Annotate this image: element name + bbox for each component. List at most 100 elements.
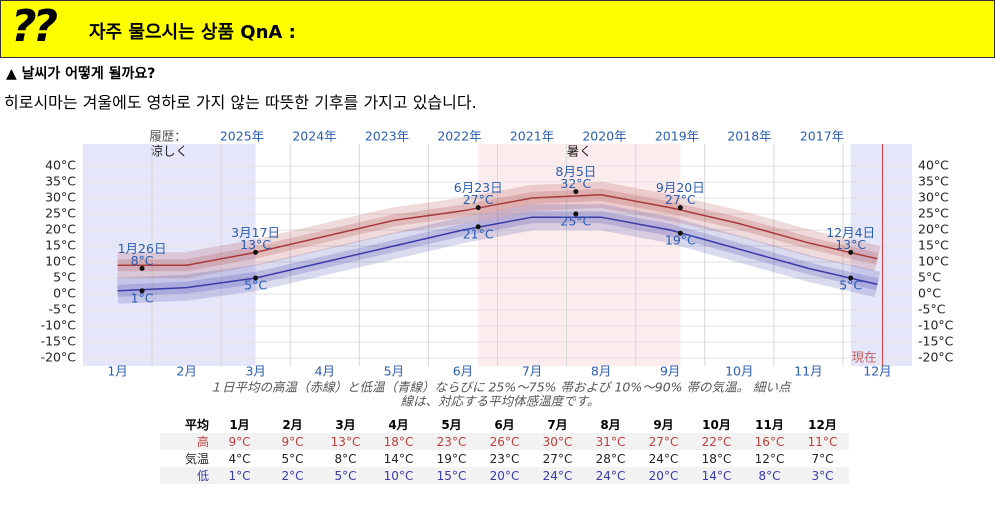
y2-tick-label: -15°C [918, 334, 954, 349]
y-tick-label: -10°C [41, 318, 77, 333]
x-tick-label: 7月 [522, 364, 542, 379]
history-year: 2017年 [800, 129, 844, 144]
annotation-dot [475, 205, 481, 211]
table-row: 平均 1月 2月 3月 4月 5月 6月 7月 8月 9月 10月 11月 12月 [160, 416, 849, 433]
annotation-dot [677, 205, 683, 211]
table-cell: 23°C [425, 433, 478, 450]
table-cell: 18°C [372, 433, 425, 450]
annotation-date: 6月23日 [454, 180, 503, 195]
y2-tick-label: -5°C [918, 302, 946, 317]
table-cell: 16°C [743, 433, 796, 450]
table-cell: 28°C [595, 451, 626, 466]
table-cell: 8°C [334, 451, 357, 466]
table-cell: 6月 [494, 418, 515, 432]
y2-tick-label: 10°C [918, 254, 949, 269]
y-tick-label: 25°C [45, 206, 76, 221]
table-cell: 9月 [653, 418, 674, 432]
y2-tick-label: 15°C [918, 238, 949, 253]
table-cell: 9°C [266, 433, 319, 450]
x-tick-label: 8月 [591, 364, 611, 379]
table-cell: 20°C [637, 467, 690, 484]
history-year: 2020年 [582, 129, 626, 144]
table-cell: 24°C [584, 467, 637, 484]
table-cell: 1月 [229, 418, 250, 432]
annotation-low: 25°C [560, 214, 591, 229]
annotation-date: 12月4日 [826, 225, 875, 240]
season-band [83, 144, 256, 366]
y2-tick-label: 20°C [918, 222, 949, 237]
table-cell: 8月 [600, 418, 621, 432]
table-cell: 22°C [690, 433, 743, 450]
table-cell: 平均 [184, 418, 209, 432]
history-year: 2021年 [510, 129, 554, 144]
history-label: 履歴： [149, 129, 187, 144]
season-label: 暑く [567, 144, 592, 159]
annotation-high: 27°C [665, 192, 696, 207]
chart-caption: 線は、対応する平均体感温度です。 [401, 394, 600, 409]
table-cell: 14°C [690, 467, 743, 484]
annotation-high: 27°C [463, 192, 494, 207]
table-cell: 24°C [531, 467, 584, 484]
x-tick-label: 10月 [725, 364, 753, 379]
chart-caption: １日平均の高温（赤線）と低温（青線）ならびに 25%～75% 帯および 10%～… [209, 380, 792, 395]
annotation-high: 13°C [835, 237, 866, 252]
table-cell: 5月 [441, 418, 462, 432]
today-label: 現在 [851, 350, 876, 365]
history-year: 2023年 [365, 129, 409, 144]
question: ▲ 날씨가 어떻게 될까요? [6, 66, 156, 82]
table-cell: 23°C [489, 451, 520, 466]
table-cell: 12°C [754, 451, 785, 466]
x-tick-label: 6月 [453, 364, 473, 379]
history-year: 2018年 [727, 129, 771, 144]
x-tick-label: 3月 [245, 364, 265, 379]
annotation-dot [573, 211, 579, 217]
table-cell: 1°C [213, 467, 266, 484]
table-cell: 11月 [755, 418, 784, 432]
y2-tick-label: 0°C [918, 286, 941, 301]
x-tick-label: 2月 [176, 364, 196, 379]
table-cell: 10°C [372, 467, 425, 484]
y2-tick-label: 5°C [918, 270, 941, 285]
y2-tick-label: 35°C [918, 174, 949, 189]
y-tick-label: 35°C [45, 174, 76, 189]
annotation-date: 9月20日 [656, 180, 705, 195]
x-tick-label: 5月 [384, 364, 404, 379]
table-cell: 7月 [547, 418, 568, 432]
table-cell: 気温 [184, 452, 209, 466]
table-cell: 4°C [228, 451, 251, 466]
table-cell: 8°C [743, 467, 796, 484]
y2-tick-label: 25°C [918, 206, 949, 221]
table-cell: 31°C [584, 433, 637, 450]
x-tick-label: 12月 [863, 364, 891, 379]
table-row: 高 9°C 9°C 13°C 18°C 23°C 26°C 30°C 31°C 27°C 22°C 1… [160, 433, 849, 450]
table-cell: 4月 [388, 418, 409, 432]
table-cell: 5°C [281, 451, 304, 466]
table-cell: 7°C [811, 451, 834, 466]
season-label: 涼しく [151, 144, 189, 159]
y2-tick-label: -20°C [918, 350, 954, 365]
table-cell: 30°C [531, 433, 584, 450]
y-tick-label: 30°C [45, 190, 76, 205]
table-cell: 24°C [648, 451, 679, 466]
y2-tick-label: -10°C [918, 318, 954, 333]
annotation-low: 5°C [839, 278, 862, 293]
table-cell: 11°C [796, 433, 849, 450]
annotation-dot [253, 275, 259, 281]
annotation-dot [139, 265, 145, 271]
annotation-dot [677, 230, 683, 236]
series-line [117, 216, 878, 292]
y-tick-label: 5°C [53, 270, 76, 285]
table-cell: 13°C [319, 433, 372, 450]
x-tick-label: 11月 [794, 364, 822, 379]
answer: 히로시마는 겨울에도 영하로 가지 않는 따뜻한 기후를 가지고 있습니다. [4, 93, 477, 112]
annotation-dot [139, 288, 145, 294]
table-cell: 14°C [383, 451, 414, 466]
table-cell: 15°C [425, 467, 478, 484]
table-cell: 20°C [478, 467, 531, 484]
table-cell: 高 [160, 433, 213, 450]
annotation-dot [848, 249, 854, 255]
x-tick-label: 1月 [107, 364, 127, 379]
table-cell: 3°C [796, 467, 849, 484]
table-cell: 19°C [436, 451, 467, 466]
